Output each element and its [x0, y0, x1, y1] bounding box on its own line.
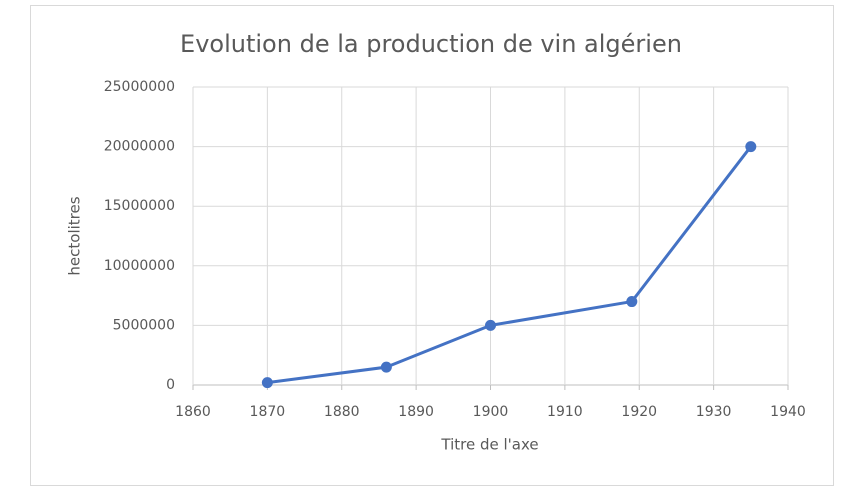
data-point — [745, 141, 757, 153]
data-point — [261, 377, 273, 389]
chart-frame — [30, 5, 834, 486]
y-tick-label: 0 — [166, 377, 175, 393]
x-tick-label: 1870 — [250, 404, 286, 420]
data-point — [626, 296, 638, 308]
x-tick-label: 1940 — [770, 404, 806, 420]
y-tick-label: 5000000 — [113, 317, 175, 333]
y-tick-label: 10000000 — [104, 258, 175, 274]
x-tick-label: 1880 — [324, 404, 360, 420]
y-tick-label: 15000000 — [104, 198, 175, 214]
x-tick-label: 1910 — [547, 404, 583, 420]
x-axis-label: Titre de l'axe — [440, 436, 538, 454]
x-tick-label: 1900 — [473, 404, 509, 420]
x-tick-label: 1860 — [175, 404, 211, 420]
data-point — [485, 319, 496, 331]
chart-title: Evolution de la production de vin algéri… — [180, 30, 682, 58]
x-tick-label: 1930 — [696, 404, 732, 420]
y-tick-label: 20000000 — [104, 139, 175, 155]
y-tick-label: 25000000 — [104, 79, 175, 95]
x-tick-label: 1920 — [621, 404, 657, 420]
x-tick-label: 1890 — [398, 404, 434, 420]
data-point — [380, 361, 392, 373]
y-axis-label: hectolitres — [66, 196, 84, 275]
